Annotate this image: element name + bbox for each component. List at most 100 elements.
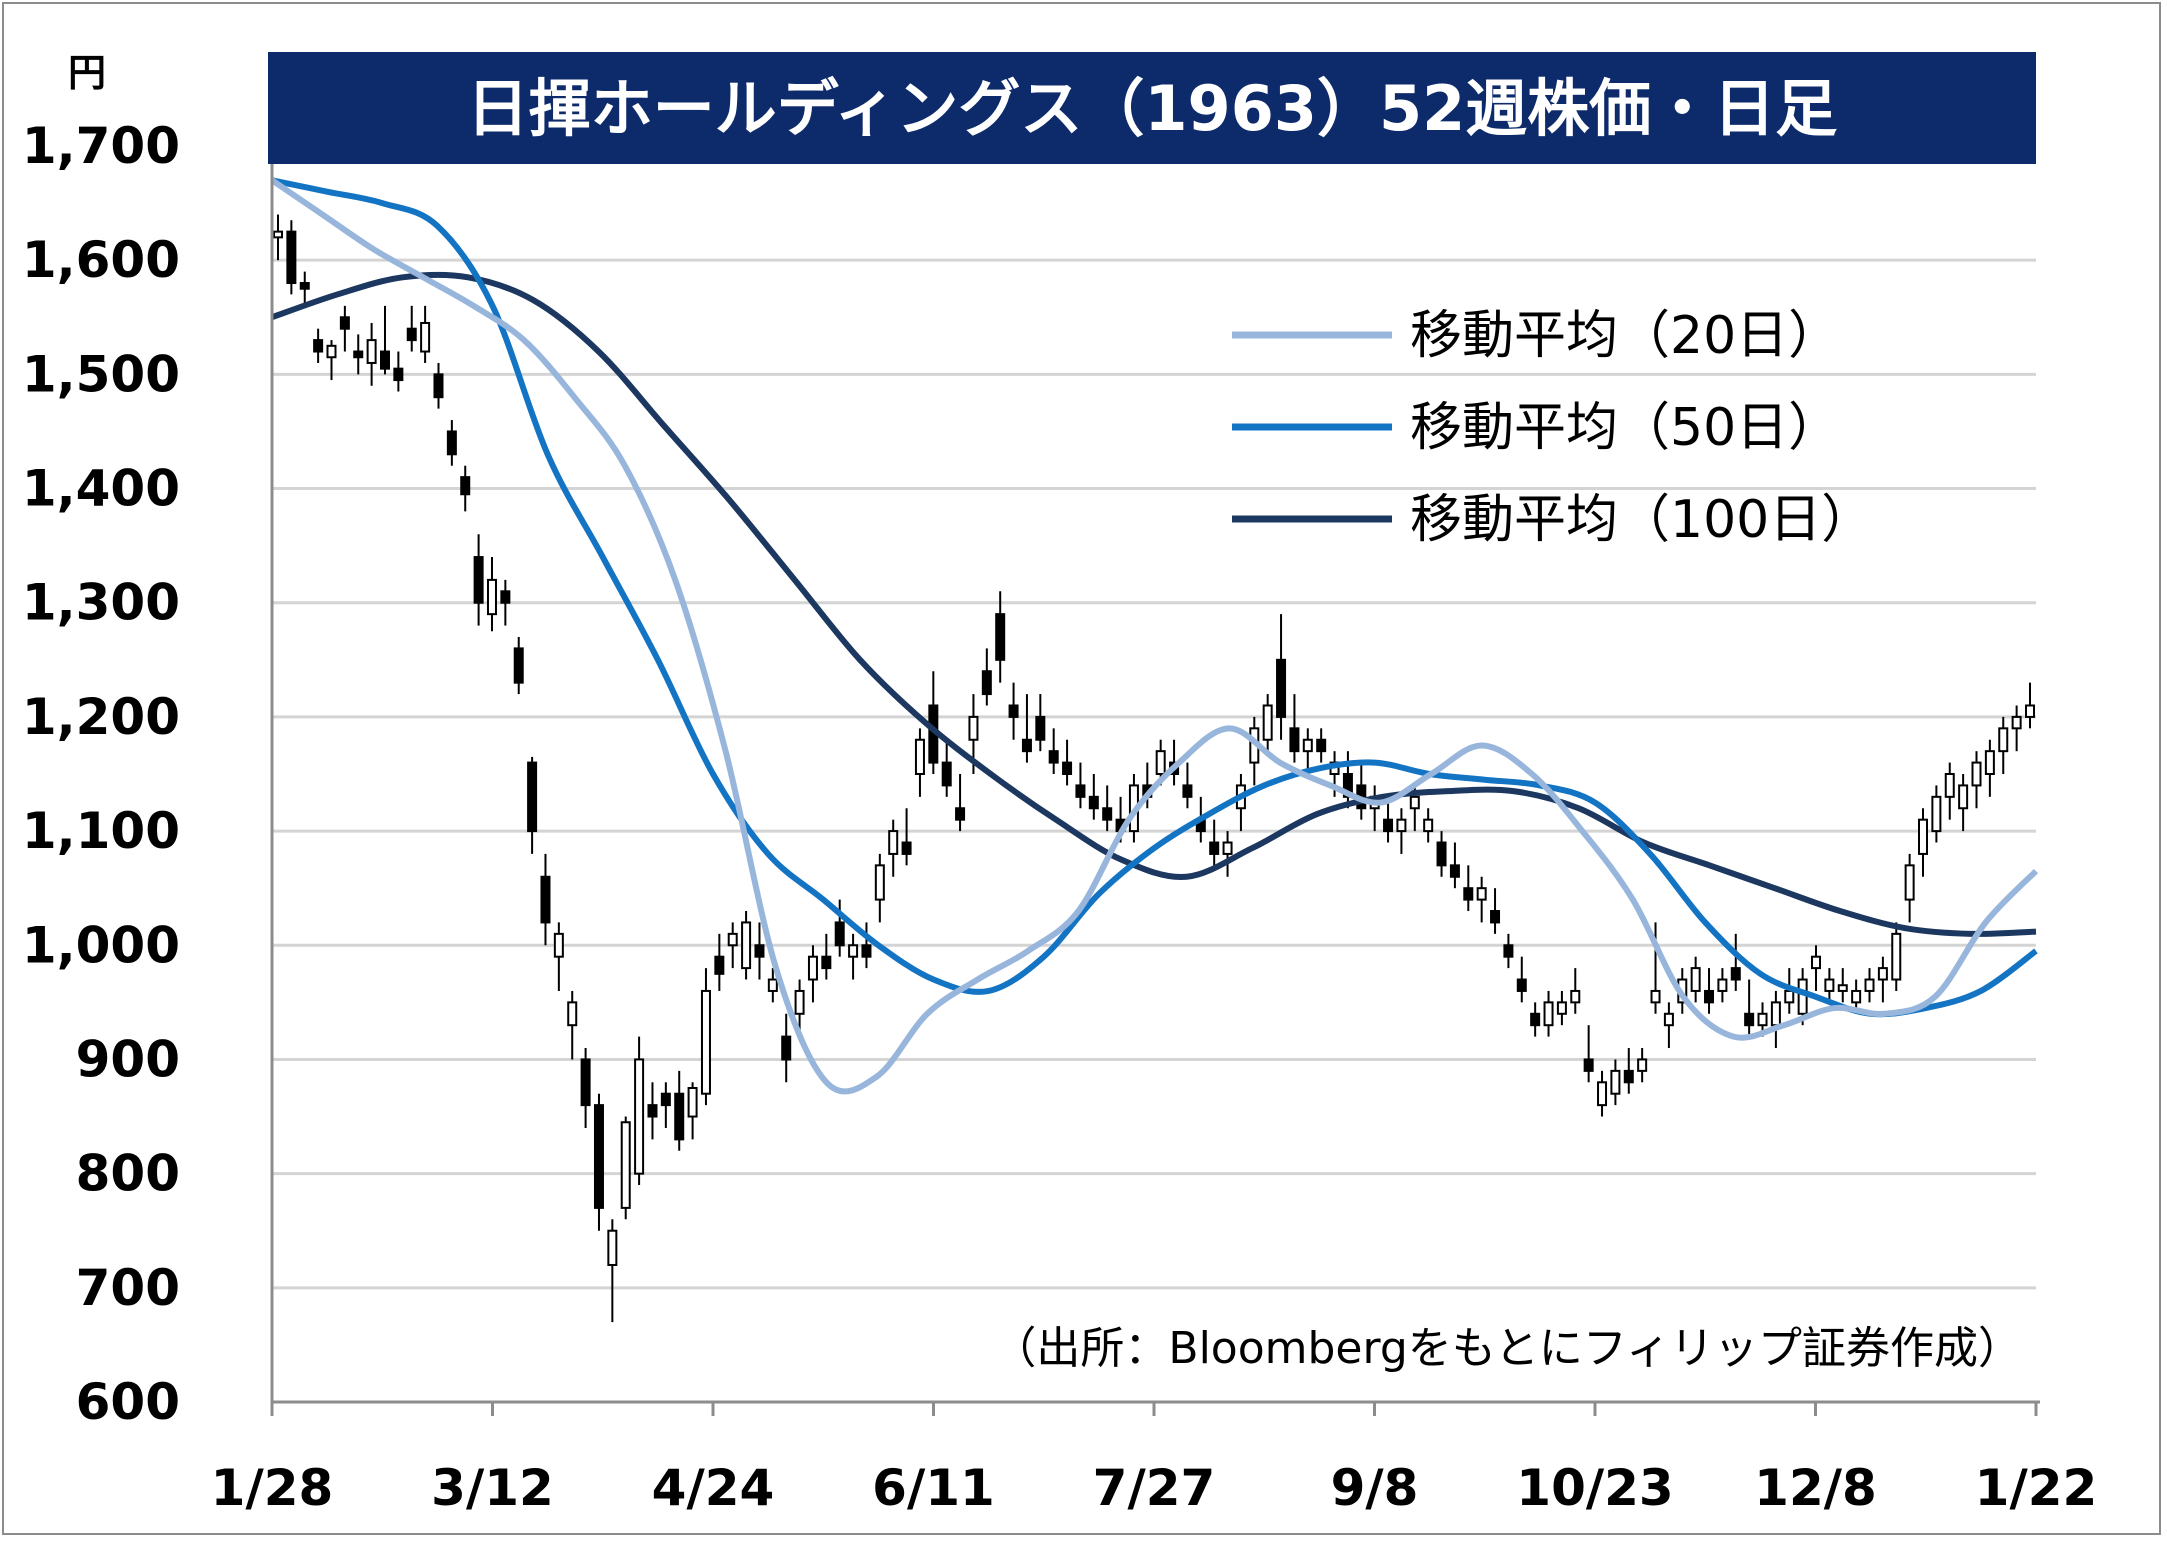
candlestick <box>1744 979 1755 1037</box>
candlestick <box>1944 762 1955 820</box>
candlestick <box>995 591 1006 683</box>
candle-body <box>1102 807 1113 821</box>
candle-body <box>1316 738 1327 753</box>
candle-body <box>446 430 457 456</box>
candle-body <box>540 875 551 924</box>
candle-body <box>660 1092 671 1107</box>
candlestick <box>326 340 337 381</box>
candlestick <box>1423 808 1434 843</box>
candle-body <box>420 321 431 353</box>
candle-body <box>527 761 538 833</box>
candle-body <box>995 613 1006 661</box>
candlestick <box>446 420 457 466</box>
candle-body <box>1209 841 1220 855</box>
candlestick <box>513 636 524 695</box>
candlestick <box>567 990 578 1060</box>
candle-body <box>1570 989 1581 1004</box>
candlestick <box>1476 876 1487 923</box>
candle-body <box>1864 978 1875 992</box>
candle-body <box>1182 784 1193 798</box>
candle-body <box>1851 989 1862 1004</box>
candle-body <box>1757 1012 1768 1027</box>
candlestick <box>914 728 925 797</box>
y-tick-label: 1,000 <box>22 916 180 974</box>
candlestick <box>1837 968 1848 1003</box>
title-banner: 日揮ホールディングス（1963）52週株価・日足 <box>268 52 2036 164</box>
candlestick <box>1610 1059 1621 1106</box>
candle-body <box>1583 1058 1594 1072</box>
candle-body <box>567 1001 578 1027</box>
candle-body <box>379 350 390 370</box>
candlestick <box>714 933 725 991</box>
candle-body <box>1931 795 1942 833</box>
candlestick <box>1971 751 1982 809</box>
candle-body <box>888 830 899 855</box>
candle-body <box>674 1092 685 1141</box>
candle-body <box>1383 818 1394 833</box>
candle-body <box>460 476 471 496</box>
candlestick <box>1449 842 1460 889</box>
candle-body <box>1944 773 1955 798</box>
candlestick <box>286 220 297 295</box>
candlestick <box>420 305 431 363</box>
candle-body <box>794 989 805 1015</box>
candle-body <box>1476 887 1487 901</box>
legend-item: 移動平均（50日） <box>1232 398 1840 458</box>
candlestick <box>1021 694 1032 763</box>
candlestick <box>1302 728 1313 774</box>
candlestick <box>1262 694 1273 752</box>
candlestick <box>1369 785 1380 832</box>
moving-average-line <box>271 271 2037 937</box>
legend-label: 移動平均（20日） <box>1410 306 1840 366</box>
y-tick-label: 1,400 <box>22 460 180 518</box>
candle-body <box>1222 841 1233 855</box>
candle-body <box>1797 978 1808 1015</box>
candlestick <box>366 322 377 386</box>
candlestick <box>1436 831 1447 877</box>
x-tick-label: 1/28 <box>211 1459 334 1517</box>
candlestick <box>1503 933 1514 969</box>
candle-body <box>914 738 925 776</box>
candlestick <box>1209 819 1220 866</box>
candlestick <box>807 945 818 1003</box>
x-tick-label: 3/12 <box>431 1459 554 1517</box>
candlestick <box>1690 956 1701 1003</box>
candle-body <box>767 978 778 992</box>
candle-body <box>473 556 484 604</box>
candlestick <box>674 1070 685 1151</box>
candle-body <box>807 955 818 981</box>
moving-average-lines <box>270 177 2039 1095</box>
candle-body <box>848 944 859 958</box>
candlestick <box>1717 968 1728 1003</box>
legend-label: 移動平均（50日） <box>1410 398 1840 458</box>
candle-body <box>1436 841 1447 867</box>
candle-body <box>941 761 952 787</box>
candlestick <box>981 648 992 706</box>
candlestick <box>1342 751 1353 809</box>
candlestick <box>1516 956 1527 1003</box>
candle-body <box>2025 704 2035 718</box>
candlestick <box>379 305 390 375</box>
candle-body <box>1530 1012 1541 1027</box>
candle-body <box>286 230 297 285</box>
candle-body <box>353 350 364 359</box>
y-axis-ticks: 1,700 1,600 1,500 1,400 1,300 1,200 1,100 1,000… <box>22 117 180 1431</box>
candle-body <box>955 807 966 821</box>
candlestick <box>1289 694 1300 763</box>
candle-body <box>513 647 524 684</box>
candle-body <box>1984 750 1995 775</box>
candlestick <box>273 214 283 261</box>
candle-body <box>821 955 832 970</box>
candlestick <box>473 534 484 626</box>
legend: 移動平均（20日） 移動平均（50日） 移動平均（100日） <box>1232 306 1873 550</box>
candlestick <box>1222 831 1233 877</box>
candle-body <box>1650 989 1661 1004</box>
candle-body <box>2011 715 2022 730</box>
candle-body <box>1035 715 1046 741</box>
candle-body <box>1463 887 1474 901</box>
candlestick <box>700 968 711 1106</box>
candle-body <box>1062 761 1073 776</box>
candle-body <box>1623 1069 1634 1084</box>
candle-body <box>687 1087 698 1118</box>
candle-body <box>1824 978 1835 992</box>
